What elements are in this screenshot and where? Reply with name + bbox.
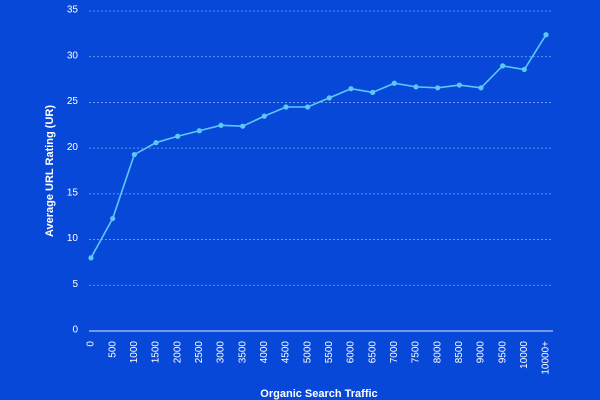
data-point xyxy=(543,32,549,38)
x-tick-label: 10000 xyxy=(519,341,530,369)
y-tick-label: 15 xyxy=(67,187,79,198)
data-line xyxy=(90,34,547,259)
x-tick-label: 9500 xyxy=(497,341,508,364)
data-point xyxy=(196,128,202,134)
data-point xyxy=(88,255,94,261)
x-tick-label: 6500 xyxy=(367,341,378,364)
data-point xyxy=(110,215,116,222)
data-point xyxy=(305,104,311,110)
y-tick-label: 0 xyxy=(72,325,78,336)
data-point xyxy=(521,66,527,73)
data-point xyxy=(175,133,181,139)
x-tick-label: 7500 xyxy=(411,341,422,364)
x-tick-label: 2000 xyxy=(172,341,183,364)
data-point xyxy=(326,95,332,101)
y-tick-label: 10 xyxy=(67,233,79,244)
x-tick-label: 8500 xyxy=(454,341,465,364)
data-point xyxy=(435,85,441,91)
x-tick-label: 4000 xyxy=(259,341,270,364)
x-tick-label: 1500 xyxy=(151,341,162,364)
data-point xyxy=(283,104,289,110)
y-tick-label: 25 xyxy=(67,96,79,107)
x-tick-label: 9000 xyxy=(476,341,487,364)
x-tick-label: 6000 xyxy=(346,341,357,364)
x-axis-label: Organic Search Traffic xyxy=(260,388,377,400)
x-tick-label: 7000 xyxy=(389,341,400,364)
x-tick-label: 500 xyxy=(107,341,118,358)
x-tick-label: 0 xyxy=(86,341,97,347)
x-tick-label: 10000+ xyxy=(541,341,552,375)
x-tick-label: 3000 xyxy=(216,341,227,364)
data-point xyxy=(500,63,506,69)
data-point xyxy=(153,140,159,146)
x-tick-label: 3500 xyxy=(237,341,248,364)
data-point xyxy=(240,123,246,129)
data-point xyxy=(370,89,376,95)
data-point xyxy=(391,80,397,86)
data-point xyxy=(456,82,462,88)
y-tick-label: 35 xyxy=(67,5,79,16)
data-point xyxy=(131,151,137,158)
y-axis-label: Average URL Rating (UR) xyxy=(44,105,56,237)
y-tick-label: 5 xyxy=(72,279,78,290)
x-tick-label: 1000 xyxy=(129,341,140,364)
y-tick-label: 20 xyxy=(67,142,79,153)
data-point xyxy=(478,85,484,91)
data-point xyxy=(261,113,267,119)
x-tick-label: 2500 xyxy=(194,341,205,364)
x-tick-label: 5500 xyxy=(324,341,335,364)
x-tick-label: 4500 xyxy=(281,341,292,364)
y-tick-label: 30 xyxy=(67,50,79,61)
x-tick-label: 5000 xyxy=(302,341,313,364)
data-point xyxy=(413,84,419,90)
data-point xyxy=(218,122,224,128)
data-point xyxy=(348,86,354,92)
x-tick-label: 8000 xyxy=(432,341,443,364)
